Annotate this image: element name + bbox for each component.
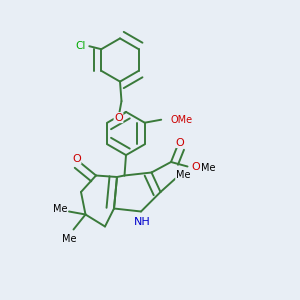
Text: O: O	[114, 112, 123, 123]
Text: Me: Me	[201, 163, 215, 173]
Text: Me: Me	[62, 233, 76, 244]
Text: O: O	[72, 154, 81, 164]
Text: O: O	[191, 161, 200, 172]
Text: Cl: Cl	[75, 41, 86, 51]
Text: OMe: OMe	[171, 115, 193, 125]
Text: Me: Me	[176, 170, 190, 181]
Text: O: O	[176, 137, 184, 148]
Text: NH: NH	[134, 217, 151, 227]
Text: Me: Me	[53, 203, 67, 214]
